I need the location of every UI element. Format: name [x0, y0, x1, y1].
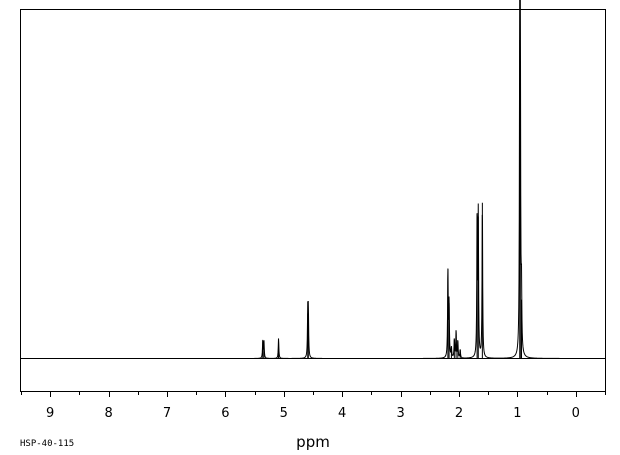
tick-label: 9: [46, 406, 54, 421]
tick-label: 8: [104, 406, 112, 421]
spectrum-trace: [21, 0, 605, 359]
x-axis-tick-labels: 9 8 7 6 5 4 3 2 1 0: [46, 406, 580, 421]
x-axis-ticks: [21, 391, 606, 397]
sample-id-label: HSP-40-115: [20, 439, 74, 449]
tick-label: 2: [455, 406, 463, 421]
tick-label: 1: [513, 406, 521, 421]
tick-label: 5: [280, 406, 288, 421]
x-axis-title: ppm: [296, 433, 330, 451]
tick-label: 6: [221, 406, 229, 421]
tick-label: 4: [338, 406, 346, 421]
tick-label: 3: [396, 406, 404, 421]
spectrum-peaks: [262, 40, 522, 359]
tick-label: 0: [572, 406, 580, 421]
tick-label: 7: [163, 406, 171, 421]
